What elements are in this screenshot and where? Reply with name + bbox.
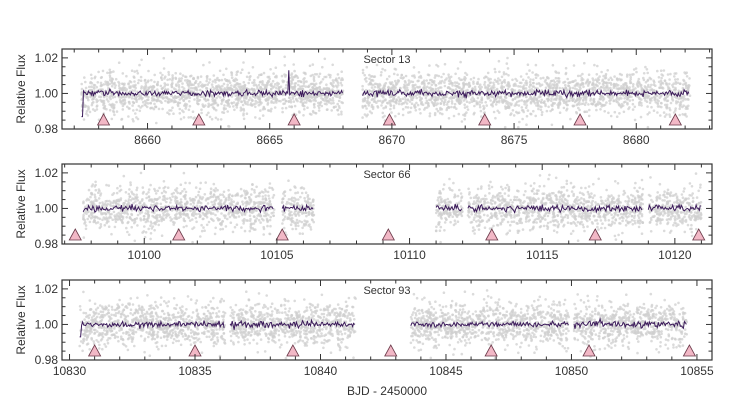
y-axis-label: Relative Flux (14, 54, 28, 123)
y-tick-label: 1.02 (35, 51, 59, 65)
binned-flux-line (435, 203, 463, 212)
transit-marker-triangle-icon (382, 113, 397, 126)
panel-sector-13: 8660 8665 8670 8675 8680 0.98 1.00 1.02 Relative… (14, 48, 713, 147)
panel-sector-66: 10100 10105 10110 10115 10120 0.98 1.00 1.02 Rel… (14, 163, 713, 262)
transit-marker-triangle-icon (384, 344, 398, 357)
x-tick-label: 10115 (526, 248, 559, 262)
binned-flux-line (81, 70, 343, 118)
transit-marker-triangle-icon (381, 228, 396, 241)
x-tick-label: 8670 (379, 133, 406, 147)
x-tick-label: 10840 (304, 364, 338, 378)
x-tick-label: 8665 (256, 133, 283, 147)
axes-frame (61, 279, 713, 361)
transit-marker-triangle-icon (682, 344, 697, 357)
transit-marker-triangle-icon (582, 344, 596, 357)
binned-flux-line (229, 318, 355, 330)
binned-flux-line (82, 203, 274, 214)
y-tick-label: 0.98 (35, 353, 59, 367)
transit-marker-triangle-icon (485, 228, 499, 241)
panel-title: Sector 93 (363, 285, 410, 297)
raw-flux-points (82, 171, 703, 244)
y-tick-label: 0.98 (35, 122, 59, 136)
transit-marker-triangle-icon (692, 228, 706, 241)
y-tick-label: 1.02 (35, 166, 59, 180)
x-tick-label: 10835 (178, 364, 212, 378)
transit-marker-triangle-icon (484, 344, 498, 357)
x-tick-label: 10120 (658, 248, 692, 262)
transit-marker-triangle-icon (573, 113, 587, 126)
y-tick-label: 1.00 (35, 317, 59, 331)
transit-marker-triangle-icon (96, 113, 111, 126)
transit-marker-triangle-icon (275, 228, 289, 241)
y-axis-label: Relative Flux (14, 169, 28, 238)
x-tick-label: 10105 (260, 248, 294, 262)
binned-flux-line (362, 88, 690, 99)
transit-marker-triangle-icon (172, 228, 186, 241)
x-tick-label: 10850 (555, 364, 589, 378)
x-tick-label: 10100 (128, 248, 162, 262)
transit-marker-triangle-icon (68, 228, 82, 241)
transit-marker-triangle-icon (87, 344, 102, 357)
x-tick-label: 8680 (623, 133, 650, 147)
binned-flux-line (647, 203, 701, 212)
y-tick-label: 0.98 (35, 237, 59, 251)
transit-marker-triangle-icon (287, 113, 301, 126)
axes-frame (61, 48, 713, 130)
binned-flux-line (79, 319, 225, 338)
x-tick-label: 10845 (429, 364, 463, 378)
panel-title: Sector 66 (363, 169, 410, 181)
transit-marker-triangle-icon (588, 228, 602, 241)
x-tick-label: 8660 (134, 133, 161, 147)
x-axis-label: BJD - 2450000 (347, 384, 427, 398)
transit-marker-triangle-icon (192, 113, 206, 126)
transit-marker-triangle-icon (478, 113, 492, 126)
transit-marker-triangle-icon (668, 113, 683, 126)
x-tick-label: 10110 (393, 248, 426, 262)
panel-sector-93: 10830 10835 10840 10845 10850 10855 0.98 1.00 1.… (14, 279, 714, 378)
transit-marker-triangle-icon (286, 344, 300, 357)
x-tick-label: 10855 (680, 364, 714, 378)
y-tick-label: 1.00 (35, 86, 59, 100)
y-axis-label: Relative Flux (14, 285, 28, 354)
x-tick-label: 10830 (53, 364, 87, 378)
axes-frame (61, 163, 713, 245)
binned-flux-line (410, 319, 569, 329)
y-tick-label: 1.02 (35, 282, 59, 296)
y-tick-label: 1.00 (35, 201, 59, 215)
x-tick-label: 8675 (501, 133, 528, 147)
binned-flux-line (281, 203, 314, 212)
panel-title: Sector 13 (363, 54, 410, 66)
binned-flux-line (573, 317, 687, 330)
binned-flux-line (467, 203, 643, 214)
